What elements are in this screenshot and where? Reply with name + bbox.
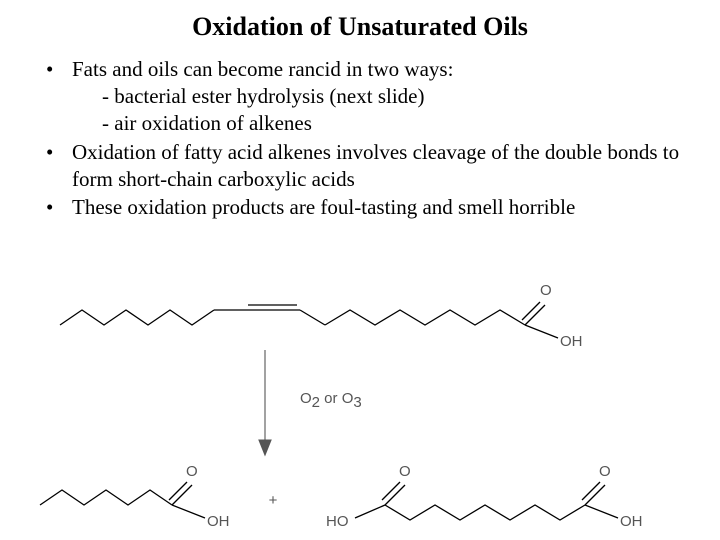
reagent-or: or O xyxy=(320,390,353,407)
reagent-O2-O: O xyxy=(300,390,312,407)
molecule-product-left xyxy=(40,482,205,518)
bullet-2: Oxidation of fatty acid alkenes involves… xyxy=(46,139,690,193)
molecule-reactant xyxy=(60,302,558,338)
bullet-3: These oxidation products are foul-tastin… xyxy=(46,194,690,221)
bullet-1-text: Fats and oils can become rancid in two w… xyxy=(72,57,453,81)
label-O-right-b: O xyxy=(599,463,611,480)
plus-sign: + xyxy=(269,492,278,509)
label-O-top: O xyxy=(540,282,552,299)
reagent-O2-2: 2 xyxy=(312,394,320,411)
bullet-list: Fats and oils can become rancid in two w… xyxy=(30,56,690,221)
reagent-O3-3: 3 xyxy=(353,394,361,411)
label-HO-right: HO xyxy=(326,513,349,530)
molecule-product-right xyxy=(355,482,618,520)
label-O-left: O xyxy=(186,463,198,480)
bullet-1a: - bacterial ester hydrolysis (next slide… xyxy=(72,83,690,110)
reaction-arrow xyxy=(259,350,271,455)
bullet-1b: - air oxidation of alkenes xyxy=(72,110,690,137)
label-OH-left: OH xyxy=(207,513,230,530)
label-O-right-a: O xyxy=(399,463,411,480)
reaction-diagram: O OH O2 or O3 O OH + xyxy=(0,260,720,540)
reagent-label: O2 or O3 xyxy=(300,390,362,411)
slide-root: Oxidation of Unsaturated Oils Fats and o… xyxy=(0,0,720,540)
label-OH-top: OH xyxy=(560,333,583,350)
label-OH-right: OH xyxy=(620,513,643,530)
slide-title: Oxidation of Unsaturated Oils xyxy=(30,12,690,42)
bullet-1: Fats and oils can become rancid in two w… xyxy=(46,56,690,137)
